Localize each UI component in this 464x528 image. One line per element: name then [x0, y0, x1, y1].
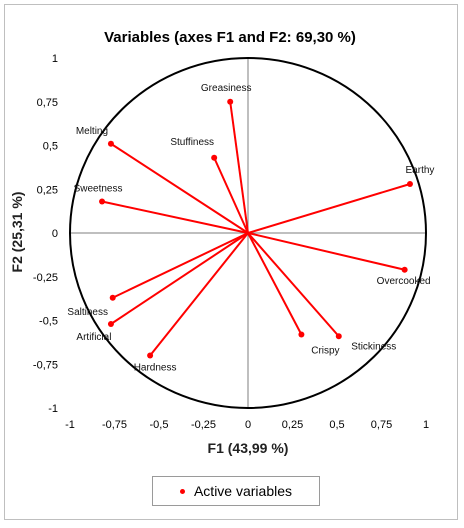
y-tick-label: 0 [52, 228, 58, 240]
variable-label: Stuffiness [170, 137, 214, 148]
x-tick-label: -1 [65, 419, 75, 431]
correlation-circle [69, 57, 427, 409]
variable-point [211, 154, 218, 161]
variable-label: Hardness [134, 363, 177, 374]
vector-line [247, 232, 340, 337]
y-axis-ticks: -1 -0,75 -0,5 -0,25 0 0,25 0,5 0,75 1 [33, 53, 58, 415]
vector-line [247, 232, 303, 335]
variable-label: Artificial [76, 332, 111, 343]
vector-line [149, 232, 249, 357]
y-axis-title: F2 (25,31 %) [9, 192, 25, 273]
variable-point [406, 181, 413, 187]
x-tick-label: -0,75 [102, 419, 127, 431]
variable-point [147, 352, 154, 359]
variable-point [99, 198, 106, 205]
vector-line [229, 101, 249, 234]
variable-label: Earthy [406, 165, 435, 176]
x-axis-title: F1 (43,99 %) [208, 440, 289, 456]
variable-point [109, 294, 116, 301]
variable-point [107, 321, 114, 327]
variable-vectors: Greasiness Stuffiness Melting Sweetness Eart… [67, 83, 434, 374]
x-axis-ticks: -1 -0,75 -0,5 -0,25 0 0,25 0,5 0,75 1 [65, 419, 429, 431]
y-tick-label: 0,25 [37, 184, 58, 196]
x-tick-label: 1 [423, 419, 429, 431]
variable-point [335, 333, 342, 340]
y-tick-label: 0,75 [37, 97, 58, 109]
x-tick-label: 0 [245, 419, 251, 431]
legend-marker [179, 488, 185, 494]
legend: Active variables [152, 476, 320, 506]
vector-line [213, 157, 249, 234]
vector-line [247, 183, 411, 234]
y-tick-label: -1 [48, 403, 58, 415]
x-tick-label: -0,25 [191, 419, 216, 431]
x-tick-label: 0,25 [282, 419, 303, 431]
vector-line [112, 232, 249, 299]
variable-label: Melting [76, 126, 108, 137]
variable-label: Sweetness [74, 184, 123, 195]
variable-label: Crispy [311, 346, 339, 357]
y-tick-label: -0,25 [33, 272, 58, 284]
y-tick-label: -0,5 [39, 316, 58, 328]
vector-line [110, 232, 249, 325]
vector-line [101, 200, 249, 234]
chart-title: Variables (axes F1 and F2: 69,30 %) [104, 29, 356, 46]
variable-point [107, 140, 114, 147]
variable-label: Stickiness [351, 341, 396, 352]
variable-point [298, 331, 305, 338]
x-tick-label: -0,5 [150, 419, 169, 431]
y-tick-label: 0,5 [43, 141, 58, 153]
y-tick-label: -0,75 [33, 359, 58, 371]
variable-point [401, 266, 408, 273]
legend-label: Active variables [193, 483, 293, 499]
y-tick-label: 1 [52, 53, 58, 65]
vector-line [247, 232, 405, 271]
variable-point [227, 98, 234, 105]
variable-label: Overcooked [377, 276, 431, 287]
x-tick-label: 0,5 [329, 419, 344, 431]
variable-label: Saltiness [67, 307, 108, 318]
variable-label: Greasiness [201, 83, 252, 94]
vector-line [110, 142, 249, 234]
x-tick-label: 0,75 [371, 419, 392, 431]
chart-frame [4, 4, 458, 520]
